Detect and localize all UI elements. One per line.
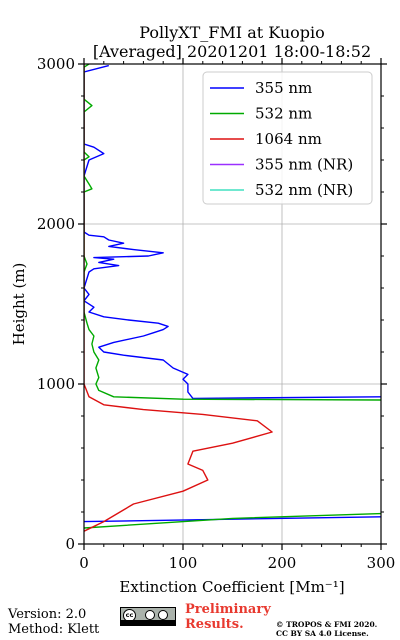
legend-label: 1064 nm (255, 130, 322, 148)
legend-label: 355 nm (NR) (255, 156, 353, 174)
x-axis-label: Extinction Coefficient [Mm⁻¹] (119, 578, 344, 596)
version-text: Version: 2.0 (8, 607, 87, 622)
series-line-0 (84, 516, 381, 523)
sa-icon (158, 610, 168, 620)
y-axis-label: Height (m) (10, 263, 28, 346)
legend-label: 532 nm (NR) (255, 181, 353, 199)
legend-label: 532 nm (255, 105, 312, 123)
y-tick-label: 3000 (37, 55, 75, 73)
y-tick-label: 1000 (37, 375, 75, 393)
legend-box (202, 71, 373, 205)
x-tick-label: 0 (79, 554, 89, 572)
by-icon (145, 610, 155, 620)
plot-frame (83, 63, 382, 545)
x-tick-label: 100 (169, 554, 198, 572)
cc-license-badge: cc (120, 607, 176, 626)
chart-subtitle: [Averaged] 20201201 18:00-18:52 (93, 42, 371, 61)
x-tick-label: 200 (268, 554, 297, 572)
legend: 355 nm 532 nm 1064 nm 355 nm (NR) 532 nm (NR… (202, 71, 373, 205)
y-tick-label: 2000 (37, 215, 75, 233)
preliminary-label: Preliminary (185, 602, 271, 617)
x-tick-label: 300 (367, 554, 396, 572)
y-tick-label: 0 (65, 535, 75, 553)
copyright-text: © TROPOS & FMI 2020. (276, 620, 378, 629)
series-line-0 (84, 64, 381, 400)
extinction-profile-chart: PollyXT_FMI at Kuopio [Averaged] 2020120… (10, 23, 396, 596)
license-band (121, 620, 175, 625)
chart-title: PollyXT_FMI at Kuopio (139, 23, 325, 42)
results-label: Results. (185, 617, 244, 632)
series-line-1 (84, 64, 381, 401)
series-line-1 (84, 512, 381, 529)
method-text: Method: Klett (8, 622, 100, 637)
series-line-2 (84, 64, 273, 532)
license-text: CC BY SA 4.0 License. (276, 629, 369, 638)
legend-label: 355 nm (255, 79, 312, 97)
data-series (84, 64, 381, 532)
